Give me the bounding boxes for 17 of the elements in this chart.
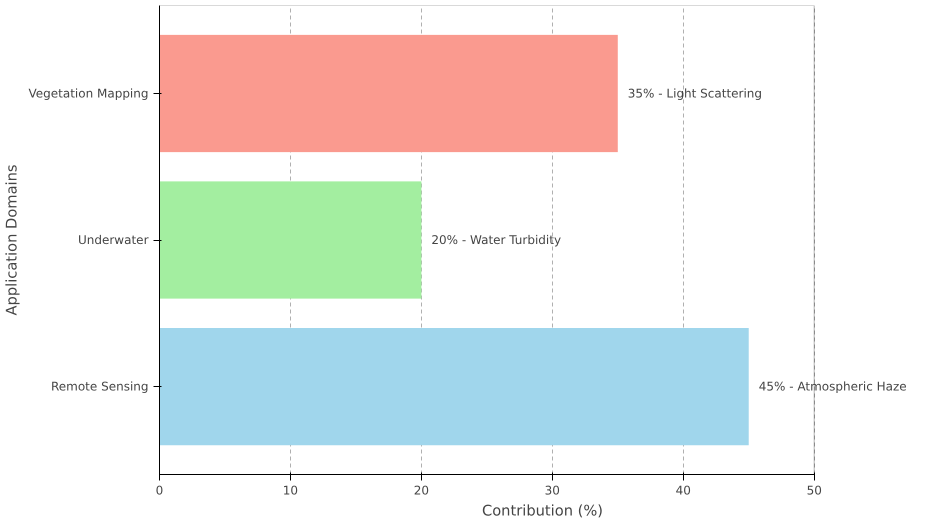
x-axis-title: Contribution (%): [482, 502, 604, 520]
data-label: 35% - Light Scattering: [628, 86, 762, 100]
data-label: 45% - Atmospheric Haze: [758, 380, 907, 394]
data-label: 20% - Water Turbidity: [431, 233, 562, 247]
x-tick-label: 30: [544, 484, 560, 498]
bar: [160, 328, 749, 446]
x-tick-label: 50: [806, 484, 822, 498]
x-tick-label: 40: [676, 484, 691, 498]
y-tick-label: Underwater: [78, 233, 149, 247]
y-axis-title: Application Domains: [3, 164, 20, 316]
x-tick-label: 10: [282, 484, 298, 498]
x-tick-label: 20: [414, 484, 430, 498]
y-tick-label: Remote Sensing: [50, 380, 148, 394]
x-tick-label: 0: [156, 484, 164, 498]
y-tick-label: Vegetation Mapping: [28, 86, 149, 100]
bar: [160, 181, 422, 299]
bar: [160, 34, 618, 152]
